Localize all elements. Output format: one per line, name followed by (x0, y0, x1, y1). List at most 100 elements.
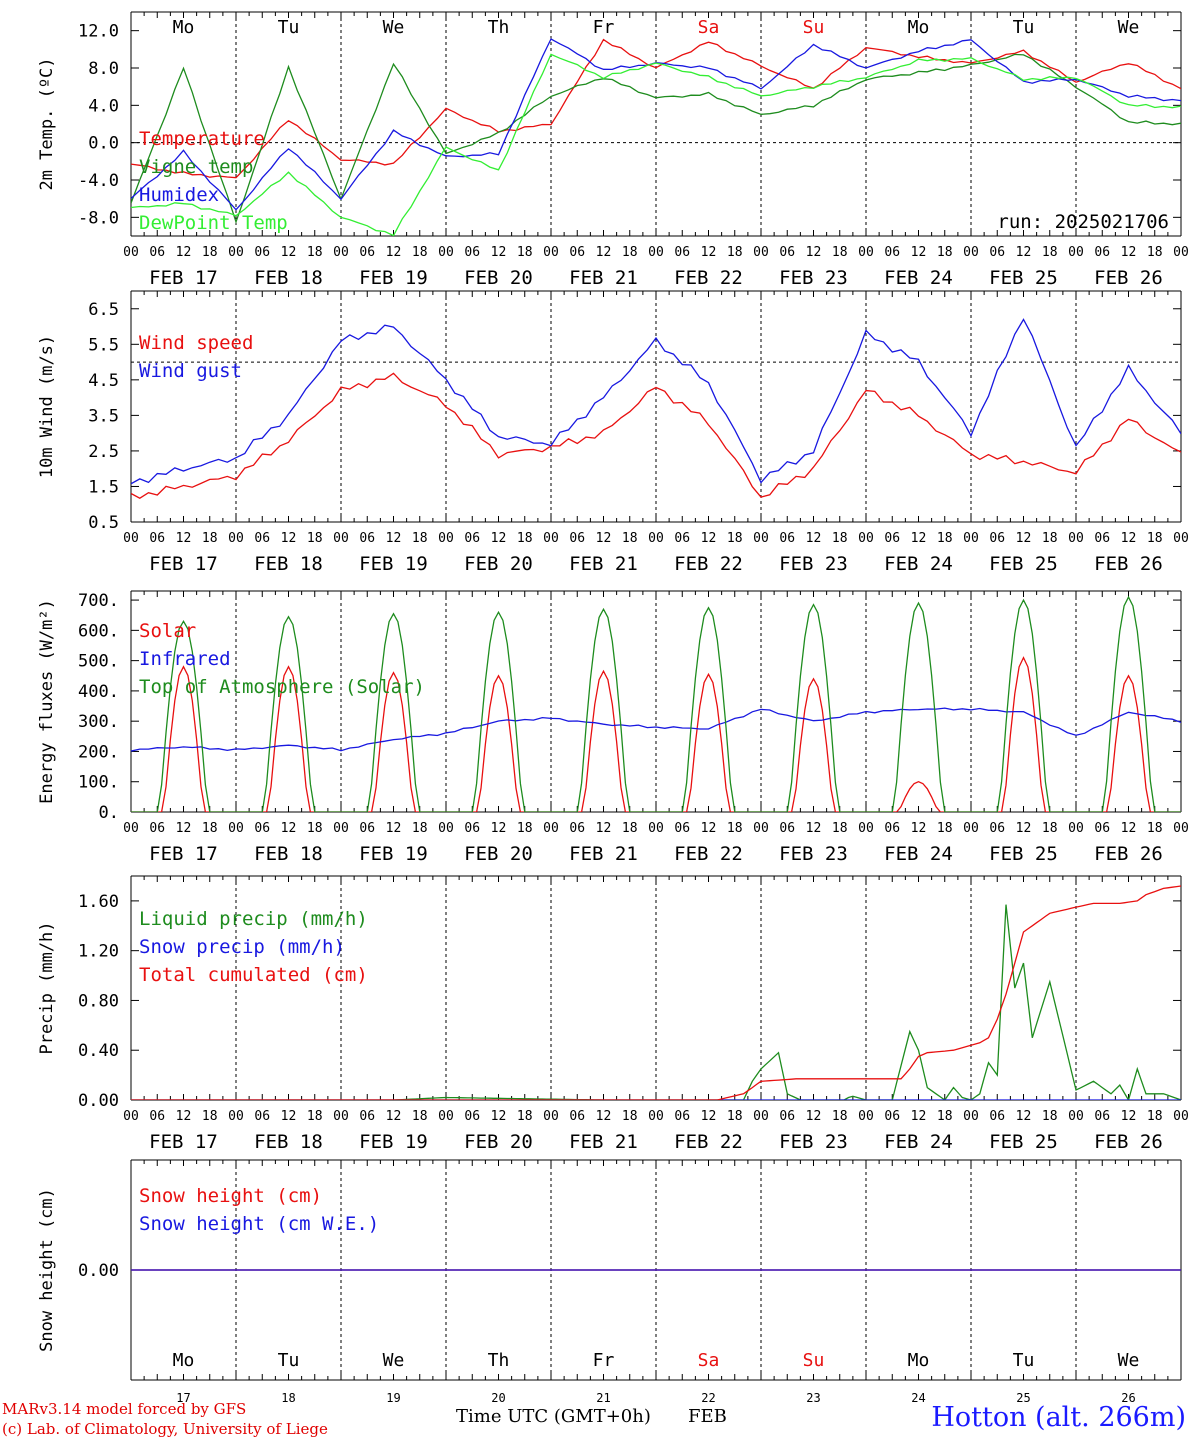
hour-tick-label: 18 (622, 1109, 638, 1124)
weekday-label: Mo (173, 17, 195, 38)
date-label: FEB 17 (149, 553, 218, 575)
date-label: FEB 22 (674, 1131, 743, 1153)
hour-tick-label: 12 (701, 1109, 717, 1124)
weekday-label: Tu (1013, 1350, 1035, 1371)
date-label: FEB 23 (779, 843, 848, 865)
hour-tick-label: 18 (202, 245, 218, 260)
hour-tick-label: 12 (1016, 245, 1032, 260)
hour-tick-label: 12 (596, 1109, 612, 1124)
hour-tick-label: 06 (674, 531, 690, 546)
hour-tick-label: 06 (359, 531, 375, 546)
hour-tick-label: 00 (123, 1109, 139, 1124)
hour-tick-label: 06 (254, 1109, 270, 1124)
date-label: FEB 19 (359, 553, 428, 575)
date-label: FEB 24 (884, 1131, 953, 1153)
y-tick-label: 100. (78, 773, 119, 793)
hour-tick-label: 12 (1016, 1109, 1032, 1124)
hour-tick-label: 18 (622, 245, 638, 260)
date-label: FEB 26 (1094, 553, 1163, 575)
date-label: FEB 23 (779, 1131, 848, 1153)
day-number-label: 24 (911, 1391, 925, 1405)
hour-tick-label: 12 (176, 821, 192, 836)
date-label: FEB 22 (674, 843, 743, 865)
hour-tick-label: 06 (779, 1109, 795, 1124)
y-tick-label: 2.5 (88, 442, 119, 462)
weekday-label: We (1118, 1350, 1140, 1371)
hour-tick-label: 18 (517, 821, 533, 836)
day-number-label: 18 (281, 1391, 295, 1405)
hour-tick-label: 18 (1147, 1109, 1163, 1124)
hour-tick-label: 00 (543, 1109, 559, 1124)
series-line (131, 595, 1181, 812)
hour-tick-label: 12 (281, 821, 297, 836)
day-number-label: 23 (806, 1391, 820, 1405)
hour-tick-label: 00 (1173, 245, 1189, 260)
hour-tick-label: 12 (806, 245, 822, 260)
hour-tick-label: 12 (281, 531, 297, 546)
y-tick-label: 3.5 (88, 406, 119, 426)
hour-tick-label: 12 (911, 245, 927, 260)
hour-tick-label: 06 (884, 531, 900, 546)
series-line (131, 885, 1181, 1100)
hour-tick-label: 00 (333, 531, 349, 546)
hour-tick-label: 06 (779, 821, 795, 836)
run-annotation: run: 2025021706 (997, 211, 1169, 233)
legend-entry: Solar (139, 620, 196, 642)
hour-tick-label: 00 (963, 1109, 979, 1124)
y-tick-label: -8.0 (78, 208, 119, 228)
hour-tick-label: 00 (1173, 531, 1189, 546)
hour-tick-label: 06 (884, 821, 900, 836)
hour-tick-label: 12 (701, 821, 717, 836)
y-axis-label: Precip (mm/h) (37, 921, 57, 1054)
y-tick-label: 0.5 (88, 513, 119, 533)
day-number-label: 26 (1121, 1391, 1135, 1405)
hour-tick-label: 18 (832, 1109, 848, 1124)
y-axis-label: 2m Temp. (ºC) (37, 57, 57, 190)
hour-tick-label: 06 (569, 1109, 585, 1124)
hour-tick-label: 12 (701, 531, 717, 546)
hour-tick-label: 00 (543, 821, 559, 836)
legend-entry: Temperature (139, 128, 265, 150)
hour-tick-label: 06 (149, 245, 165, 260)
hour-tick-label: 18 (307, 531, 323, 546)
date-label: FEB 17 (149, 1131, 218, 1153)
hour-tick-label: 06 (359, 1109, 375, 1124)
hour-tick-label: 06 (254, 531, 270, 546)
series-line (131, 372, 1181, 499)
weekday-label: We (1118, 17, 1140, 38)
hour-tick-label: 12 (491, 245, 507, 260)
series-line (131, 38, 1181, 179)
hour-tick-label: 18 (832, 245, 848, 260)
date-label: FEB 17 (149, 843, 218, 865)
date-label: FEB 25 (989, 843, 1058, 865)
hour-tick-label: 06 (464, 531, 480, 546)
panel-flux: 0. 100. 200. 300. 400. 500. 600. 700. Energy flu… (37, 590, 1189, 865)
series-line (131, 318, 1181, 485)
y-tick-label: 300. (78, 712, 119, 732)
hour-tick-label: 00 (438, 245, 454, 260)
series-group (131, 318, 1181, 499)
day-number-label: 25 (1016, 1391, 1030, 1405)
x-axis-month: FEB (688, 1406, 727, 1427)
date-label: FEB 18 (254, 553, 323, 575)
y-tick-label: 0.40 (78, 1041, 119, 1061)
hour-tick-label: 06 (149, 821, 165, 836)
y-tick-label: 700. (78, 591, 119, 611)
hour-tick-label: 00 (648, 821, 664, 836)
hour-tick-label: 00 (1173, 821, 1189, 836)
day-number-label: 22 (701, 1391, 715, 1405)
hour-tick-label: 12 (806, 821, 822, 836)
hour-tick-label: 00 (123, 821, 139, 836)
date-label: FEB 26 (1094, 843, 1163, 865)
weekday-label: We (383, 17, 405, 38)
hour-tick-label: 12 (1121, 1109, 1137, 1124)
legend-entry: Snow height (cm W.E.) (139, 1213, 379, 1235)
date-label: FEB 25 (989, 267, 1058, 289)
hour-tick-label: 12 (386, 821, 402, 836)
hour-tick-label: 06 (1094, 1109, 1110, 1124)
hour-tick-label: 06 (254, 245, 270, 260)
hour-tick-label: 18 (517, 531, 533, 546)
hour-tick-label: 18 (202, 531, 218, 546)
hour-tick-label: 06 (779, 531, 795, 546)
copyright-credit: (c) Lab. of Climatology, University of L… (2, 1420, 328, 1438)
